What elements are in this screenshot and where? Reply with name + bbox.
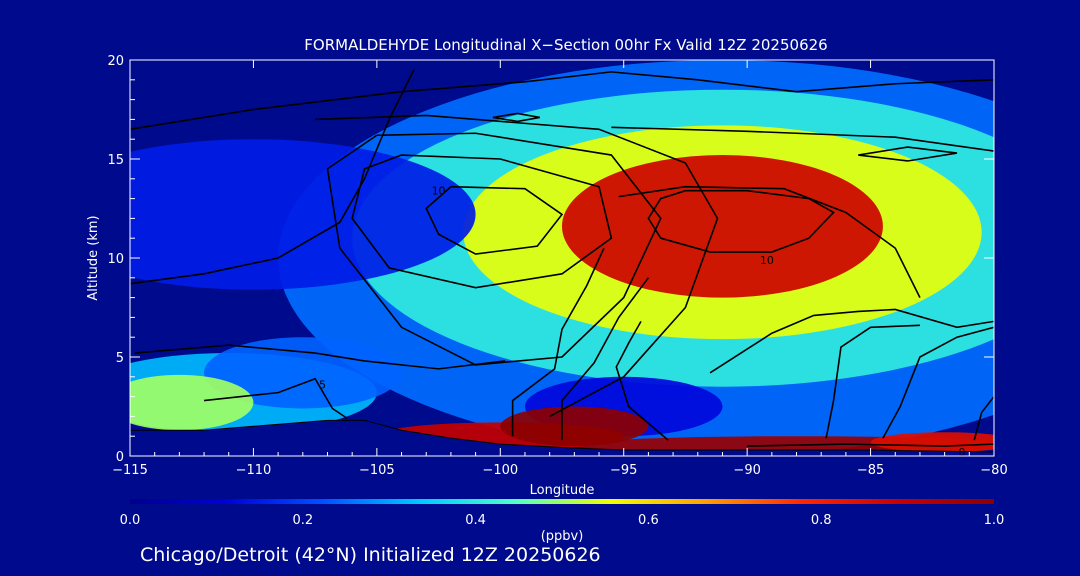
concentration-blob (870, 432, 994, 453)
contour-line (134, 344, 506, 370)
x-tick-label: −100 (482, 463, 518, 478)
colorbar (130, 499, 994, 504)
footer-run-info: Chicago/Detroit (42°N) Initialized 12Z 2… (140, 544, 601, 566)
contour-line (315, 114, 719, 418)
colorbar-ticks: 0.0 0.2 0.4 0.6 0.8 1.0 (120, 513, 1005, 528)
y-tick-label: 5 (116, 351, 124, 366)
colorbar-tick-label: 1.0 (984, 513, 1005, 528)
x-tick-label: −105 (359, 463, 395, 478)
contour-label: 0 (958, 446, 965, 459)
concentration-blob (130, 139, 476, 290)
colorbar-tick-label: 0.6 (638, 513, 659, 528)
contour-lines: 10 10 5 0 (130, 69, 994, 459)
contour-line (647, 189, 835, 253)
contour-line (747, 443, 994, 447)
colorbar-unit-label: (ppbv) (541, 529, 584, 544)
colorbar-tick-label: 0.8 (811, 513, 832, 528)
y-axis: 0 5 10 15 20 (107, 54, 994, 465)
contour-line (709, 308, 994, 374)
contour-line (130, 69, 415, 285)
x-axis: −115 −110 −105 −100 −95 −90 −85 −80 (112, 60, 1008, 478)
concentration-blob (562, 155, 883, 298)
y-tick-label: 15 (107, 153, 124, 168)
y-tick-label: 10 (107, 252, 124, 267)
y-tick-label: 0 (116, 450, 124, 465)
concentration-blob (500, 406, 649, 447)
contour-line (825, 324, 920, 439)
contour-line (492, 112, 540, 123)
contour-line (561, 277, 650, 441)
contour-label: 10 (432, 185, 446, 198)
contour-label: 5 (319, 379, 326, 392)
contour-line (858, 146, 958, 162)
contour-label: 10 (760, 254, 774, 267)
concentration-blob (130, 374, 254, 431)
x-tick-label: −110 (236, 463, 272, 478)
x-tick-label: −115 (112, 463, 148, 478)
contour-line (511, 247, 605, 437)
contour-line (130, 71, 994, 131)
contour-line (611, 126, 994, 152)
colorbar-tick-label: 0.0 (120, 513, 141, 528)
colorbar-tick-label: 0.2 (292, 513, 313, 528)
x-tick-label: −85 (857, 463, 884, 478)
chart-title: FORMALDEHYDE Longitudinal X−Section 00hr… (304, 36, 827, 54)
contour-line (203, 377, 348, 420)
y-tick-label: 20 (107, 54, 124, 69)
contour-line (618, 185, 921, 298)
concentration-blob (204, 337, 402, 409)
x-tick-label: −80 (980, 463, 1007, 478)
colorbar-tick-label: 0.4 (465, 513, 486, 528)
concentration-field (130, 60, 994, 456)
contour-line (326, 132, 662, 366)
contour-line (615, 320, 669, 441)
contour-line (882, 326, 994, 439)
contour-line (973, 396, 994, 441)
x-tick-label: −95 (610, 463, 637, 478)
terrain-mask (130, 419, 994, 456)
contour-line (351, 154, 613, 289)
contour-line (425, 185, 564, 255)
x-tick-label: −90 (733, 463, 760, 478)
y-axis-label: Altitude (km) (86, 215, 101, 300)
plot-area: 10 10 5 0 (130, 60, 994, 459)
x-axis-label: Longitude (530, 483, 595, 498)
